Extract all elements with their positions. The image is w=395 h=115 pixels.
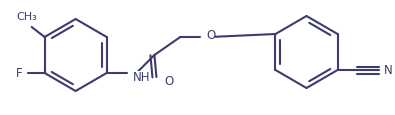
Text: O: O xyxy=(206,29,215,42)
Text: CH₃: CH₃ xyxy=(16,12,37,22)
Text: N: N xyxy=(384,64,393,77)
Text: F: F xyxy=(16,67,23,80)
Text: O: O xyxy=(164,75,174,88)
Text: NH: NH xyxy=(133,71,150,84)
